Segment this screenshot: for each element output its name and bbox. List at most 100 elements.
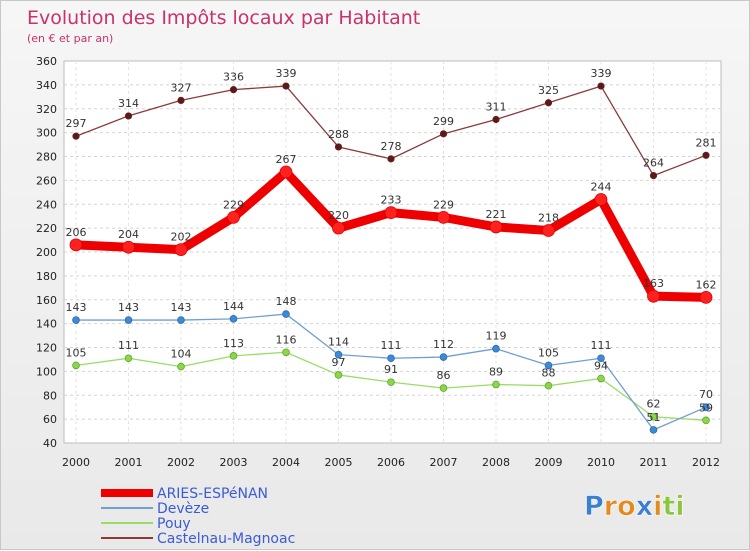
data-label-castelnau-magnoac: 339 — [276, 67, 297, 80]
data-point-castelnau-magnoac — [282, 82, 290, 90]
data-label-pouy: 104 — [171, 348, 192, 361]
x-tick-label: 2006 — [377, 456, 405, 469]
data-point-aries-esp-nan — [279, 165, 293, 179]
data-point-dev-ze — [492, 344, 500, 353]
data-label-pouy: 91 — [384, 363, 398, 376]
data-label-castelnau-magnoac: 311 — [486, 100, 507, 113]
data-label-castelnau-magnoac: 325 — [538, 84, 559, 97]
x-tick-label: 2011 — [640, 456, 668, 469]
data-label-aries-esp-nan: 204 — [118, 228, 139, 241]
x-tick-label: 2003 — [220, 456, 248, 469]
data-label-dev-ze: 111 — [381, 339, 402, 352]
data-label-pouy: 97 — [332, 356, 346, 369]
data-label-aries-esp-nan: 267 — [276, 153, 297, 166]
data-point-aries-esp-nan — [122, 240, 135, 254]
x-tick-label: 2002 — [167, 456, 195, 469]
data-label-dev-ze: 70 — [699, 388, 713, 401]
data-point-dev-ze — [72, 316, 80, 324]
data-point-pouy — [649, 412, 658, 421]
data-point-dev-ze — [124, 316, 133, 324]
data-label-castelnau-magnoac: 288 — [328, 128, 349, 141]
data-label-aries-esp-nan: 218 — [538, 212, 559, 225]
data-point-castelnau-magnoac — [177, 96, 185, 104]
y-tick-label: 320 — [36, 103, 57, 116]
data-label-dev-ze: 144 — [223, 300, 244, 313]
data-point-pouy — [334, 371, 343, 379]
data-point-castelnau-magnoac — [387, 155, 395, 163]
data-label-pouy: 116 — [276, 333, 297, 346]
data-label-castelnau-magnoac: 281 — [696, 136, 717, 149]
data-point-castelnau-magnoac — [649, 172, 658, 180]
data-point-pouy — [177, 362, 185, 371]
data-point-aries-esp-nan — [489, 220, 503, 234]
data-point-aries-esp-nan — [174, 243, 188, 257]
data-label-aries-esp-nan: 221 — [486, 208, 507, 221]
data-label-aries-esp-nan: 220 — [328, 209, 349, 222]
data-label-pouy: 111 — [118, 339, 139, 352]
data-label-aries-esp-nan: 244 — [591, 180, 612, 193]
data-label-dev-ze: 112 — [433, 338, 454, 351]
data-point-castelnau-magnoac — [702, 151, 710, 159]
data-point-dev-ze — [649, 426, 658, 434]
y-tick-label: 280 — [36, 151, 57, 164]
y-tick-label: 360 — [36, 55, 57, 68]
data-point-aries-esp-nan — [384, 206, 398, 220]
y-tick-label: 340 — [36, 79, 57, 92]
data-point-aries-esp-nan — [69, 238, 83, 252]
data-point-dev-ze — [229, 315, 238, 323]
data-label-pouy: 59 — [699, 401, 713, 414]
data-label-dev-ze: 114 — [328, 336, 349, 349]
data-label-aries-esp-nan: 163 — [643, 277, 664, 290]
data-point-pouy — [124, 354, 133, 363]
x-tick-label: 2005 — [325, 456, 353, 469]
data-point-dev-ze — [544, 361, 553, 370]
data-point-pouy — [229, 352, 238, 360]
data-label-castelnau-magnoac: 336 — [223, 71, 244, 84]
data-label-dev-ze: 111 — [591, 339, 612, 352]
chart-title: Evolution des Impôts locaux par Habitant — [27, 7, 420, 29]
proxiti-logo: Proxiti — [584, 491, 685, 522]
data-label-pouy: 88 — [542, 367, 556, 380]
data-label-pouy: 105 — [66, 346, 87, 359]
data-point-dev-ze — [387, 354, 395, 363]
y-tick-label: 140 — [36, 318, 57, 331]
x-tick-label: 2012 — [692, 456, 720, 469]
data-label-aries-esp-nan: 162 — [696, 278, 717, 291]
data-label-dev-ze: 143 — [171, 301, 192, 314]
data-point-pouy — [702, 416, 710, 425]
y-tick-label: 300 — [36, 127, 57, 140]
data-point-castelnau-magnoac — [597, 82, 605, 90]
legend-label-pouy: Pouy — [157, 516, 191, 532]
x-axis: 2000 2001 2002 2003 2004 2005 2006 2007 2008 2009… — [62, 456, 720, 469]
x-tick-label: 2010 — [587, 456, 615, 469]
y-tick-label: 100 — [36, 365, 57, 378]
data-point-aries-esp-nan — [227, 210, 240, 224]
data-label-aries-esp-nan: 233 — [381, 194, 402, 207]
data-label-pouy: 86 — [437, 369, 451, 382]
data-label-pouy: 113 — [223, 337, 244, 350]
x-tick-label: 2007 — [430, 456, 458, 469]
data-label-aries-esp-nan: 229 — [223, 198, 244, 211]
data-label-pouy: 62 — [647, 398, 661, 411]
data-label-castelnau-magnoac: 264 — [643, 157, 664, 170]
data-labels: 105 111 104 113 116 97 91 86 89 88 94 62 59 143 143 143… — [66, 67, 717, 424]
data-label-aries-esp-nan: 206 — [66, 226, 87, 239]
data-label-dev-ze: 51 — [647, 411, 661, 424]
y-tick-label: 160 — [36, 294, 57, 307]
data-point-aries-esp-nan — [542, 224, 555, 237]
data-point-dev-ze — [282, 310, 290, 318]
data-label-pouy: 89 — [489, 366, 503, 379]
data-label-castelnau-magnoac: 297 — [66, 117, 87, 130]
y-tick-label: 260 — [36, 174, 57, 187]
data-label-aries-esp-nan: 202 — [171, 231, 192, 244]
data-point-pouy — [387, 378, 395, 386]
x-tick-label: 2001 — [115, 456, 143, 469]
x-tick-label: 2004 — [272, 456, 300, 469]
data-point-aries-esp-nan — [647, 289, 660, 303]
data-point-dev-ze — [702, 403, 710, 411]
data-point-dev-ze — [334, 350, 343, 359]
y-tick-label: 180 — [36, 270, 57, 283]
